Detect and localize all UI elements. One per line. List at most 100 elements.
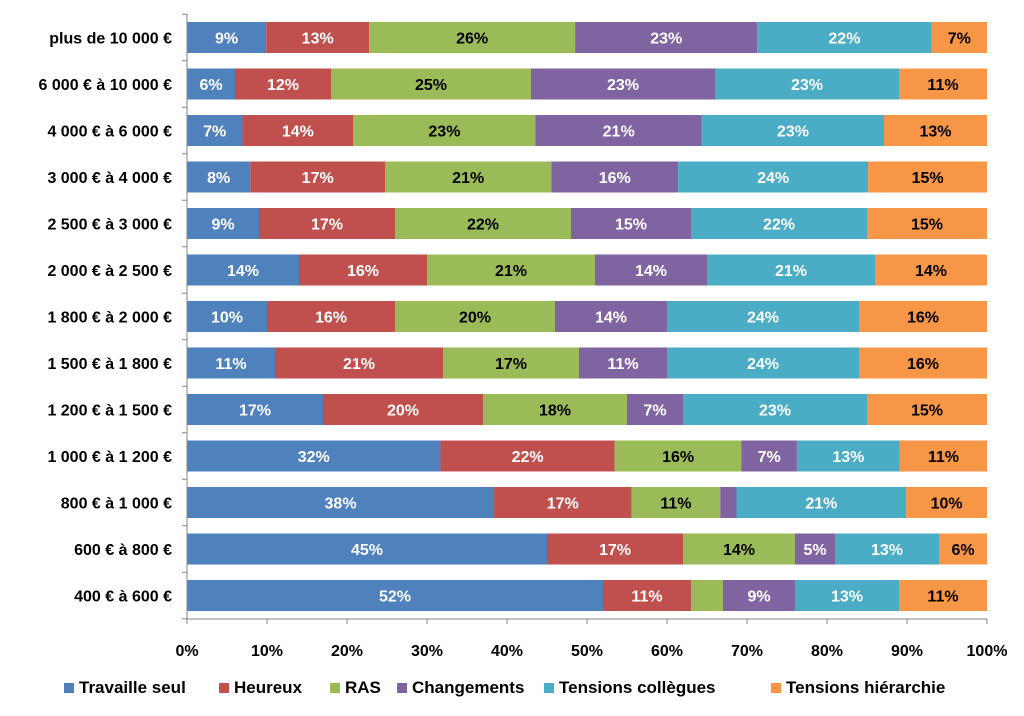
data-label: 11%	[927, 77, 958, 94]
data-label: 7%	[948, 31, 971, 48]
data-label: 7%	[758, 449, 781, 466]
bar-segment	[868, 161, 987, 193]
bar-segment	[369, 22, 576, 53]
data-label: 11%	[927, 589, 958, 606]
data-label: 17%	[302, 170, 334, 187]
category-label: 6 000 € à 10 000 €	[39, 77, 173, 94]
legend-label: RAS	[345, 678, 381, 697]
bar-segment	[187, 533, 547, 565]
bar-segment	[187, 161, 251, 193]
bar-segment	[595, 254, 707, 286]
data-label: 10%	[211, 310, 243, 327]
data-label: 14%	[282, 124, 314, 141]
category-label: plus de 10 000 €	[49, 31, 172, 48]
category-label: 4 000 € à 6 000 €	[47, 124, 172, 141]
data-label: 7%	[203, 124, 226, 141]
data-label: 23%	[759, 403, 791, 420]
data-label: 13%	[302, 31, 334, 48]
data-label: 15%	[911, 403, 943, 420]
bar-segment	[701, 115, 885, 146]
bar-segment	[187, 487, 495, 518]
bar-segment	[187, 208, 259, 239]
data-label: 13%	[831, 589, 863, 606]
data-label: 45%	[351, 542, 383, 559]
bar-segment	[667, 301, 859, 332]
data-label: 14%	[915, 263, 947, 280]
bar-segment	[931, 22, 987, 53]
data-label: 22%	[763, 217, 795, 234]
bar-segment	[715, 68, 899, 100]
category-label: 1 000 € à 1 200 €	[47, 449, 172, 466]
bar-segment	[867, 394, 987, 425]
x-tick-label: 30%	[411, 643, 443, 660]
bar-segment	[795, 580, 899, 611]
legend-swatch	[64, 683, 74, 693]
bar-segment	[720, 487, 737, 518]
data-label: 38%	[325, 496, 357, 513]
category-label: 3 000 € à 4 000 €	[47, 170, 172, 187]
data-label: 11%	[631, 589, 662, 606]
bar-segment	[859, 347, 987, 379]
bar-segment	[741, 440, 797, 472]
bar-segment	[275, 347, 443, 379]
data-label: 16%	[599, 170, 631, 187]
bar-segment	[547, 533, 683, 565]
bar-segment	[691, 208, 867, 239]
data-label: 17%	[311, 217, 343, 234]
data-label: 52%	[379, 589, 411, 606]
bar-segment	[242, 115, 354, 146]
data-label: 17%	[239, 403, 271, 420]
bar-segment	[187, 22, 267, 53]
bar-segment	[395, 208, 571, 239]
category-label: 1 200 € à 1 500 €	[47, 403, 172, 420]
bar-segment	[385, 161, 552, 193]
x-tick-label: 20%	[331, 643, 363, 660]
x-tick-label: 0%	[175, 643, 198, 660]
x-tick-label: 90%	[891, 643, 923, 660]
data-label: 25%	[415, 77, 447, 94]
data-label: 11%	[660, 496, 691, 513]
bar-segment	[440, 440, 615, 472]
data-label: 26%	[456, 31, 488, 48]
data-label: 22%	[467, 217, 499, 234]
bar-segment	[555, 301, 667, 332]
data-label: 16%	[662, 449, 694, 466]
data-label: 6%	[199, 77, 222, 94]
data-label: 21%	[452, 170, 484, 187]
data-label: 21%	[343, 356, 375, 373]
category-label: 600 € à 800 €	[74, 542, 172, 559]
legend-label: Heureux	[234, 678, 303, 697]
bar-segment	[603, 580, 691, 611]
bar-segment	[627, 394, 683, 425]
bar-segment	[683, 533, 795, 565]
data-label: 15%	[911, 217, 943, 234]
data-label: 32%	[298, 449, 330, 466]
data-label: 15%	[615, 217, 647, 234]
bar-segment	[299, 254, 427, 286]
category-label: 2 500 € à 3 000 €	[47, 217, 172, 234]
x-tick-label: 40%	[491, 643, 523, 660]
bar-segment	[483, 394, 627, 425]
bar-segment	[678, 161, 869, 193]
bar-segment	[443, 347, 579, 379]
x-tick-label: 70%	[731, 643, 763, 660]
data-label: 24%	[747, 310, 779, 327]
data-label: 16%	[315, 310, 347, 327]
data-label: 12%	[267, 77, 299, 94]
legend-swatch	[771, 683, 781, 693]
x-tick-label: 100%	[967, 643, 1008, 660]
data-label: 23%	[650, 31, 682, 48]
bar-segment	[939, 533, 987, 565]
data-label: 17%	[599, 542, 631, 559]
bar-segment	[535, 115, 702, 146]
category-label: 1 800 € à 2 000 €	[47, 310, 172, 327]
data-label: 20%	[387, 403, 419, 420]
bar-segment	[494, 487, 632, 518]
data-label: 9%	[215, 31, 238, 48]
bar-segment	[899, 580, 987, 611]
legend: Travaille seul Heureux RAS Changements Tensi…	[64, 678, 945, 697]
legend-label: Changements	[412, 678, 524, 697]
data-label: 18%	[539, 403, 571, 420]
bars-layer: 9% 13% 26% 23% 22% 7% 6% 12% 25% 23% 23% 11% 7% 14% 23…	[187, 22, 987, 611]
data-label: 7%	[643, 403, 666, 420]
